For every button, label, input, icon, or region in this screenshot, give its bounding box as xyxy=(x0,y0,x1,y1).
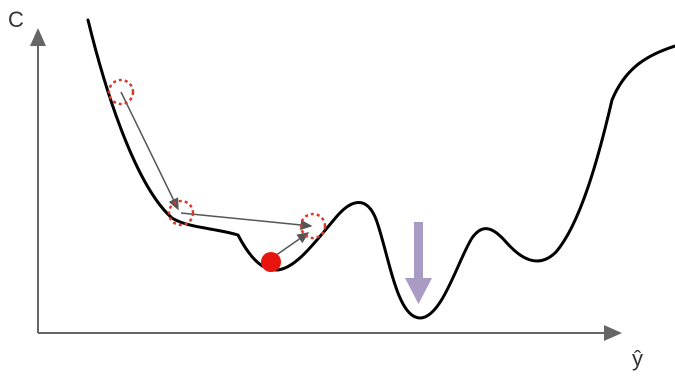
current-position-ball xyxy=(261,252,281,272)
x-axis-label: ŷ xyxy=(632,346,643,371)
global-minimum-arrow xyxy=(405,222,432,304)
step-marker-1 xyxy=(107,78,135,106)
cost-curve xyxy=(86,18,675,320)
step-arrow-1 xyxy=(120,91,179,211)
y-axis-label: C xyxy=(8,7,24,32)
step-arrow-2 xyxy=(180,212,313,231)
step-marker-3 xyxy=(299,212,327,240)
step-arrow-3 xyxy=(271,232,310,259)
step-marker-2 xyxy=(167,199,195,227)
